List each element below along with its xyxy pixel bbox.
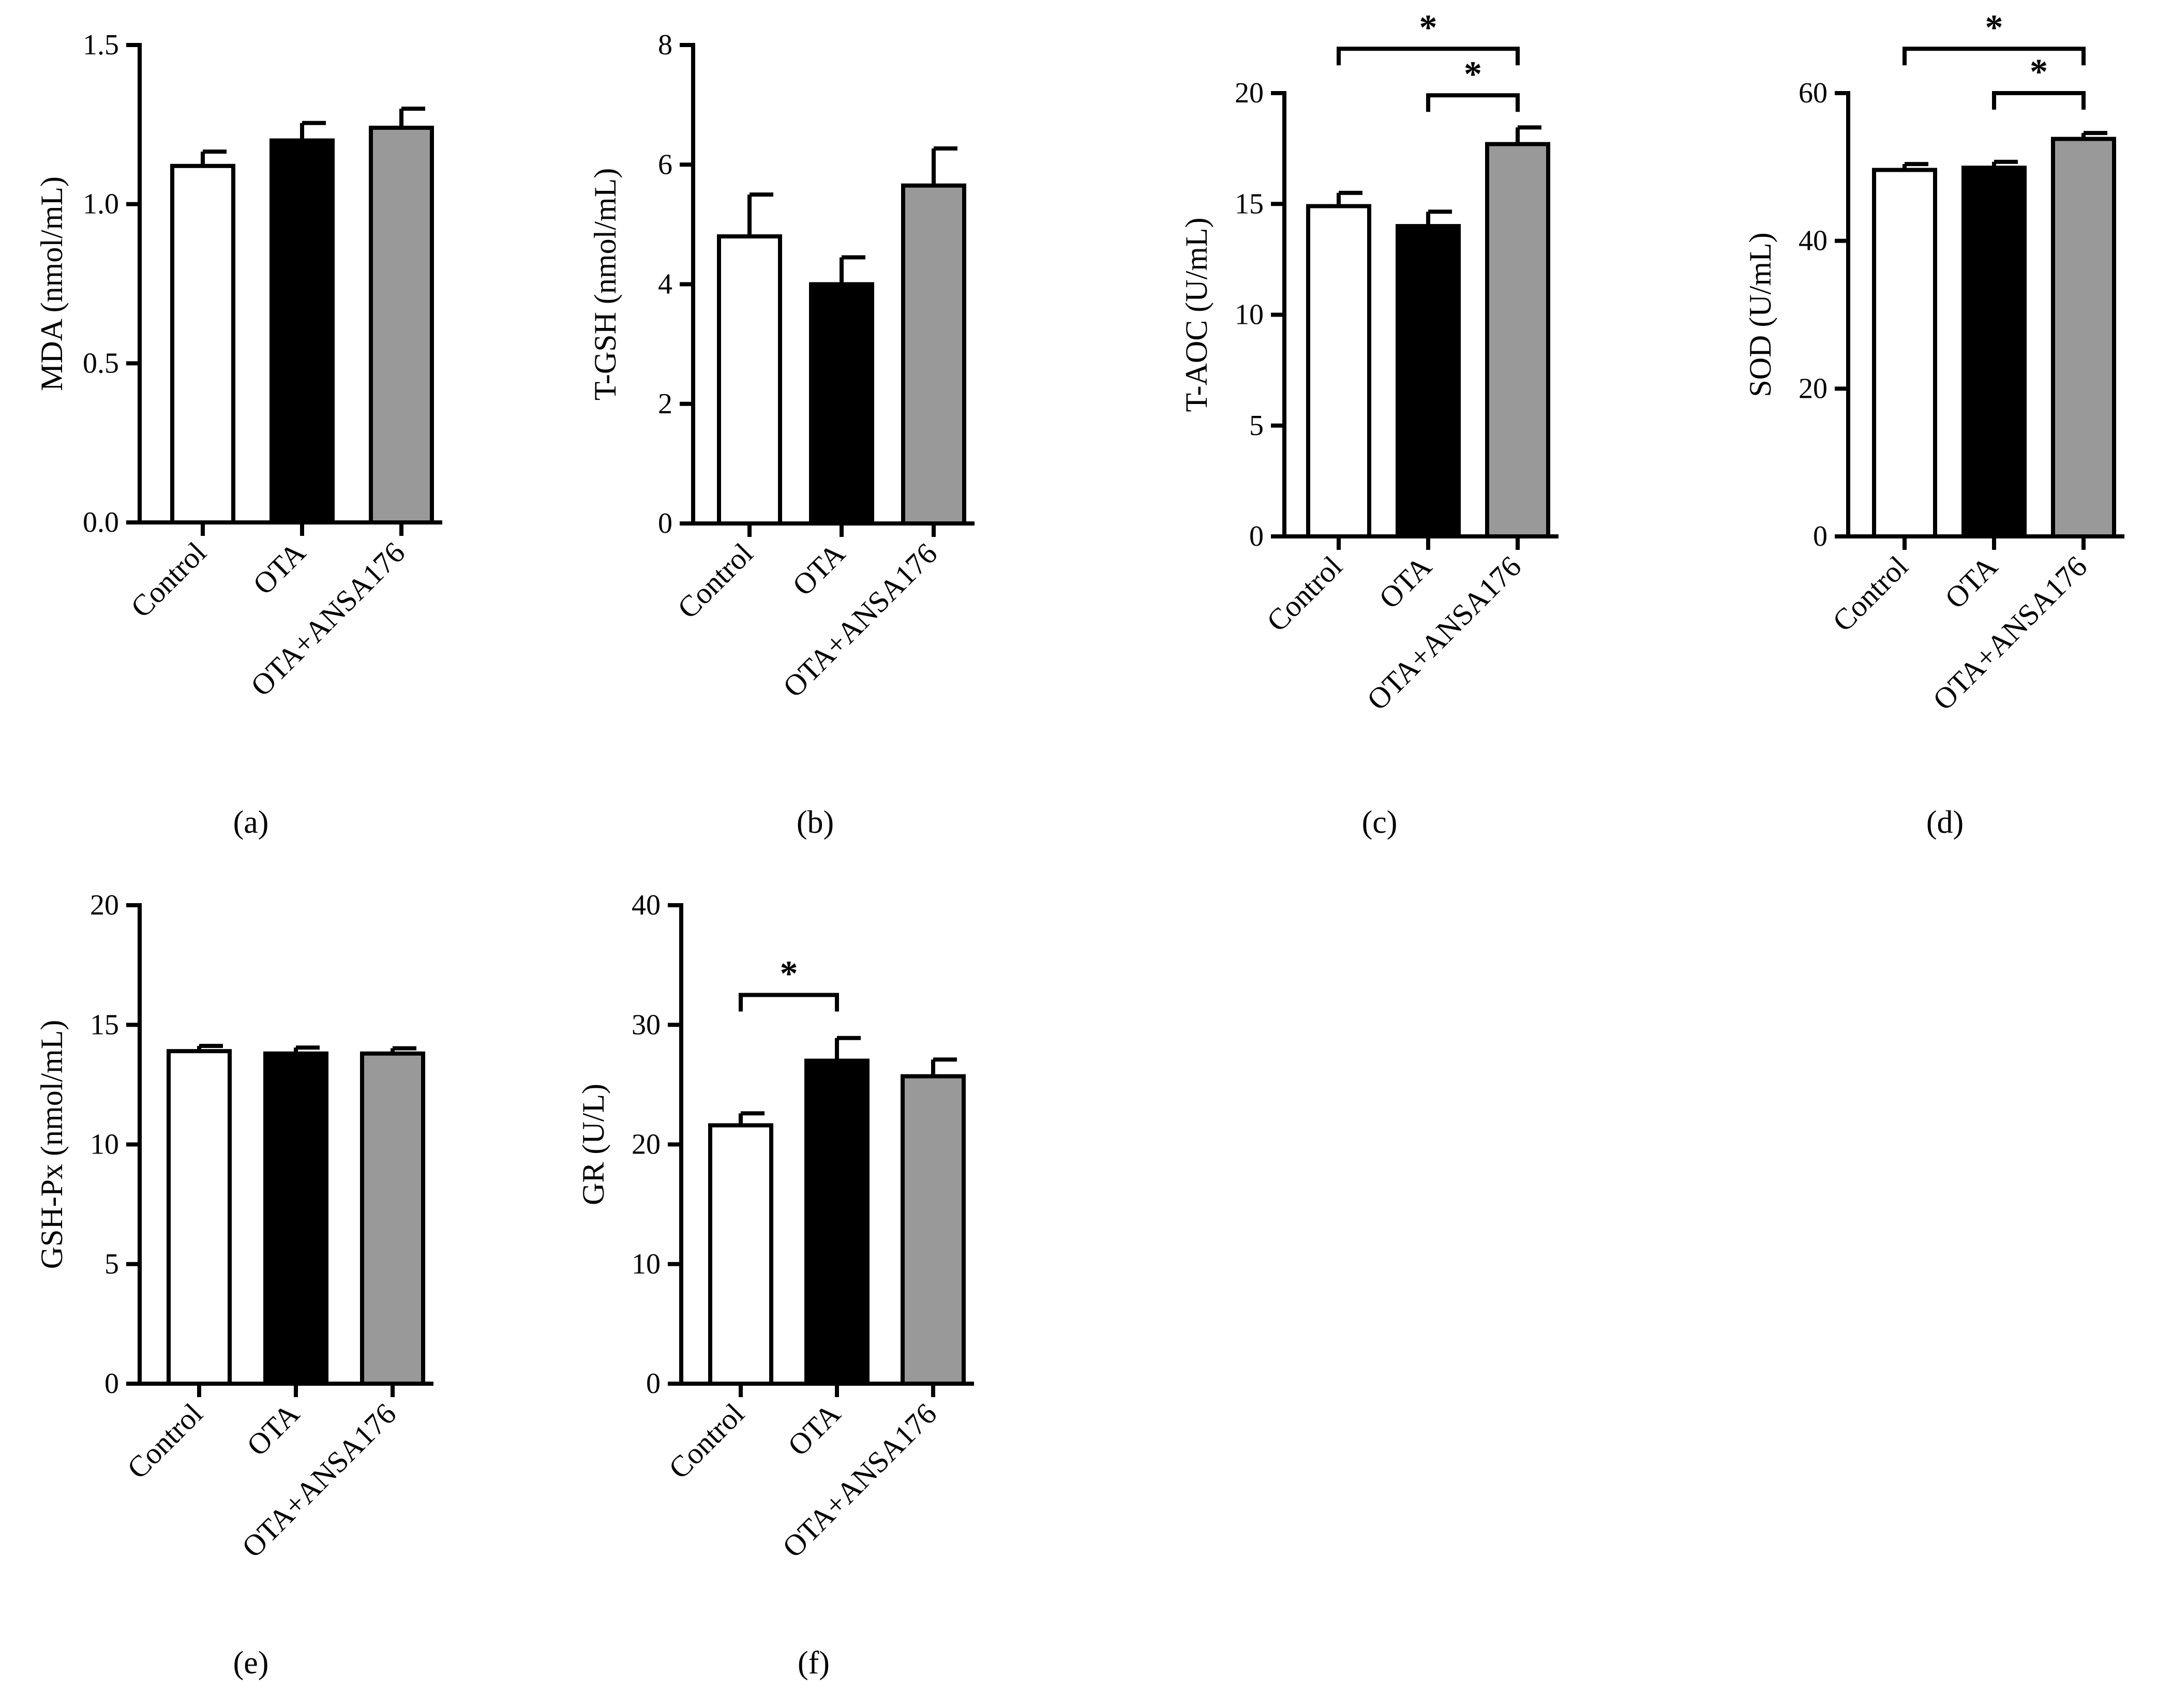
y-tick-label: 10	[90, 1129, 119, 1161]
significance-star: *	[1464, 54, 1482, 94]
y-tick-label: 4	[658, 268, 672, 301]
bar-ota-ansa176	[2051, 137, 2116, 539]
x-tick-label: Control	[121, 1397, 209, 1485]
y-tick-label: 10	[632, 1248, 661, 1280]
x-tick-label: OTA+ANSA176	[1926, 549, 2093, 716]
y-tick-label: 20	[1799, 372, 1828, 404]
bar-control	[1306, 204, 1371, 539]
x-tick-label: Control	[671, 536, 759, 625]
panel-label: (f)	[798, 1645, 830, 1681]
panel-label: (a)	[233, 805, 269, 840]
panel-label: (c)	[1362, 805, 1398, 840]
x-tick-label: Control	[1260, 549, 1349, 638]
y-axis-title: T-GSH (nmol/mL)	[588, 168, 622, 400]
y-axis-title: MDA (nmol/mL)	[35, 176, 69, 391]
significance-star: *	[2030, 52, 2048, 92]
y-tick-label: 8	[658, 29, 672, 61]
bar-ota	[263, 1051, 328, 1386]
y-tick-label: 6	[658, 148, 672, 181]
y-axis-title: GSH-Px (nmol/mL)	[35, 1020, 69, 1269]
significance-star: *	[780, 954, 798, 994]
bar-control	[717, 234, 782, 526]
chart-panel-b: 0 2 4 6 8 T-GSH (nmol/mL) Control OTAOTA+ANSA17…	[588, 29, 975, 840]
y-tick-label: 20	[90, 889, 119, 921]
y-tick-label: 0	[1249, 520, 1264, 552]
bar-ota	[809, 282, 874, 526]
bar-ota-ansa176	[360, 1051, 425, 1386]
bar-control	[170, 163, 235, 525]
significance-bracket	[1337, 47, 1520, 66]
x-tick-label: Control	[124, 535, 213, 624]
x-tick-label: OTA+ANSA176	[1360, 549, 1527, 716]
x-tick-label: OTA	[1938, 549, 2004, 615]
y-tick-label: 5	[1249, 410, 1264, 442]
x-tick-label: OTA	[786, 536, 851, 602]
y-axis-title: SOD (U/mL)	[1743, 232, 1777, 397]
y-tick-label: 0	[104, 1368, 119, 1400]
significance-bracket	[1426, 93, 1520, 112]
y-tick-label: 0.5	[83, 347, 119, 379]
y-tick-label: 10	[1235, 299, 1264, 331]
bar-ota	[804, 1058, 870, 1386]
y-tick-label: 15	[1235, 188, 1264, 220]
significance-star: *	[1985, 8, 2003, 48]
panel-label: (b)	[797, 805, 834, 840]
x-tick-label: OTA+ANSA176	[776, 536, 943, 703]
y-tick-label: 1.5	[83, 29, 119, 61]
panel-label: (d)	[1926, 805, 1964, 840]
y-tick-label: 40	[1799, 225, 1828, 257]
significance-bracket	[1992, 91, 2086, 110]
y-tick-label: 2	[658, 388, 672, 420]
y-tick-label: 30	[632, 1009, 661, 1041]
x-tick-label: Control	[1826, 549, 1914, 638]
bar-ota	[1961, 166, 2027, 538]
significance-bracket	[739, 993, 839, 1012]
bar-ota-ansa176	[1485, 142, 1550, 538]
y-tick-label: 1.0	[83, 188, 119, 220]
y-tick-label: 0	[658, 507, 672, 540]
significance-star: *	[1419, 8, 1437, 48]
bar-ota-ansa176	[901, 183, 966, 526]
panel-label: (e)	[233, 1645, 269, 1681]
y-tick-label: 20	[632, 1129, 661, 1161]
y-tick-label: 40	[632, 889, 661, 921]
y-tick-label: 0	[1813, 520, 1828, 552]
x-tick-label: Control	[662, 1397, 751, 1485]
y-tick-label: 0.0	[83, 506, 119, 538]
bar-ota	[1396, 224, 1461, 539]
y-tick-label: 60	[1799, 77, 1828, 109]
y-axis-title: GR (U/L)	[576, 1084, 610, 1205]
significance-bracket	[1903, 47, 2086, 66]
bar-control	[1872, 168, 1937, 538]
y-tick-label: 20	[1235, 77, 1264, 109]
y-tick-label: 15	[90, 1009, 119, 1041]
y-axis-title: T-AOC (U/mL)	[1179, 217, 1214, 412]
x-tick-label: OTA	[1372, 549, 1438, 615]
bar-ota	[269, 138, 335, 525]
x-tick-label: OTA	[246, 535, 312, 601]
bar-ota-ansa176	[901, 1074, 966, 1386]
bar-ota-ansa176	[369, 125, 434, 525]
y-tick-label: 5	[104, 1248, 119, 1280]
y-tick-label: 0	[646, 1368, 661, 1400]
bar-control	[708, 1123, 773, 1386]
x-tick-label: OTA	[781, 1397, 847, 1462]
chart-panel-c: 0 5 10 15 20 T-AOC (U/mL) Control OTAOTA+ANSA17…	[1179, 8, 1559, 840]
bar-control	[167, 1049, 232, 1386]
x-tick-label: OTA	[240, 1397, 306, 1462]
